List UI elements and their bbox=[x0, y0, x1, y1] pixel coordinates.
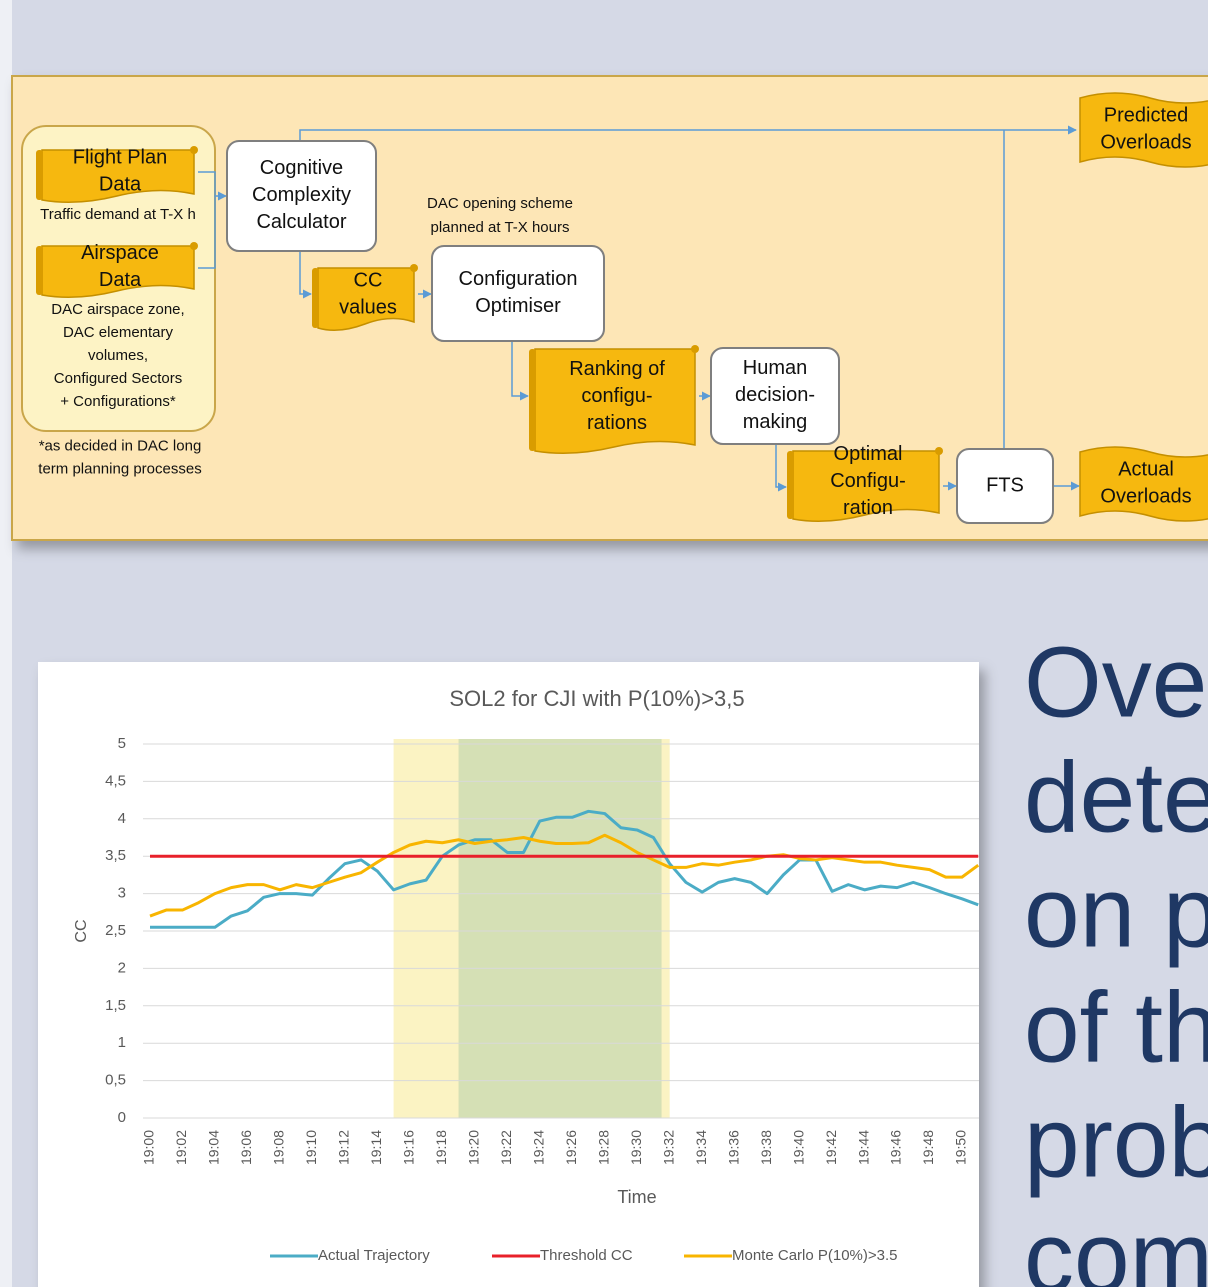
y-tick-label: 4,5 bbox=[105, 772, 126, 789]
legend-label: Monte Carlo P(10%)>3.5 bbox=[732, 1247, 898, 1264]
chart-title: SOL2 for CJI with P(10%)>3,5 bbox=[449, 686, 744, 711]
legend-label: Actual Trajectory bbox=[318, 1247, 430, 1264]
process-box bbox=[226, 140, 377, 252]
series-line bbox=[150, 809, 979, 929]
series-line bbox=[149, 833, 980, 918]
y-tick-label: 4 bbox=[118, 810, 126, 827]
x-tick-label: 19:36 bbox=[725, 1130, 741, 1165]
x-tick-label: 19:26 bbox=[563, 1130, 579, 1165]
x-tick-label: 19:34 bbox=[693, 1130, 709, 1165]
note: Traffic demand at T-X h bbox=[40, 206, 196, 223]
scroll-curl bbox=[190, 242, 198, 250]
diagram: Flight Plan Data Airspace Data Cognitive Comp… bbox=[36, 92, 1208, 524]
scroll-curl bbox=[410, 264, 418, 272]
x-tick-label: 19:04 bbox=[206, 1130, 222, 1165]
node-label: Predicted Overloads bbox=[1100, 105, 1191, 154]
scroll-curl bbox=[935, 447, 943, 455]
x-tick-label: 19:42 bbox=[823, 1130, 839, 1165]
node-label: Configuration Optimiser bbox=[459, 268, 578, 317]
x-tick-label: 19:40 bbox=[790, 1130, 806, 1165]
document-shape bbox=[41, 245, 195, 298]
x-tick-label: 19:12 bbox=[336, 1130, 352, 1165]
y-tick-label: 3 bbox=[118, 885, 126, 902]
document-shape bbox=[534, 348, 696, 454]
note: DAC airspace zone, DAC elementary volumes,… bbox=[51, 301, 184, 410]
y-tick-label: 1,5 bbox=[105, 997, 126, 1014]
x-tick-label: 19:28 bbox=[595, 1130, 611, 1165]
x-tick-label: 19:02 bbox=[173, 1130, 189, 1165]
x-tick-label: 19:16 bbox=[401, 1130, 417, 1165]
y-tick-label: 2,5 bbox=[105, 922, 126, 939]
process-box bbox=[431, 245, 605, 342]
x-tick-label: 19:50 bbox=[953, 1130, 969, 1165]
document-shape bbox=[317, 267, 415, 331]
y-tick-label: 5 bbox=[118, 735, 126, 752]
scroll-edge bbox=[529, 349, 536, 451]
process-box bbox=[956, 448, 1054, 524]
legend-label: Threshold CC bbox=[540, 1247, 633, 1264]
node-label: Ranking of configu-rations bbox=[569, 358, 665, 434]
x-tick-label: 19:22 bbox=[498, 1130, 514, 1165]
tape-shape bbox=[1079, 446, 1208, 522]
scroll-edge bbox=[36, 246, 43, 295]
x-tick-label: 19:24 bbox=[530, 1130, 546, 1165]
document-shape bbox=[41, 149, 195, 203]
side-text-line: Ove bbox=[1024, 626, 1207, 738]
highlight-band bbox=[458, 739, 662, 1118]
connectors bbox=[198, 125, 1080, 492]
side-text-line: of th bbox=[1024, 971, 1208, 1083]
node-label: Actual Overloads bbox=[1100, 459, 1191, 508]
x-tick-label: 19:18 bbox=[433, 1130, 449, 1165]
x-tick-label: 19:46 bbox=[888, 1130, 904, 1165]
x-tick-label: 19:44 bbox=[855, 1130, 871, 1165]
y-tick-label: 2 bbox=[118, 959, 126, 976]
y-tick-label: 0 bbox=[118, 1109, 126, 1126]
node-label: Flight Plan Data bbox=[73, 147, 168, 196]
x-tick-label: 19:20 bbox=[466, 1130, 482, 1165]
node-label: Optimal Configu-ration bbox=[830, 443, 906, 519]
y-tick-label: 1 bbox=[118, 1034, 126, 1051]
y-tick-label: 0,5 bbox=[105, 1072, 126, 1089]
note: *as decided in DAC long term planning pro… bbox=[38, 437, 201, 477]
node-label: Airspace Data bbox=[81, 242, 159, 291]
x-tick-label: 19:10 bbox=[303, 1130, 319, 1165]
scroll-edge bbox=[312, 268, 319, 328]
scroll-edge bbox=[36, 150, 43, 200]
node-label: Human decision-making bbox=[735, 357, 815, 433]
side-text-line: com bbox=[1024, 1201, 1208, 1287]
side-text-line: dete bbox=[1024, 741, 1208, 853]
document-shape bbox=[792, 450, 940, 522]
left-strip bbox=[0, 0, 12, 1287]
x-tick-label: 19:06 bbox=[238, 1130, 254, 1165]
scroll-curl bbox=[691, 345, 699, 353]
y-tick-label: 3,5 bbox=[105, 847, 126, 864]
y-axis-label: CC bbox=[73, 919, 90, 942]
node-label: FTS bbox=[986, 474, 1024, 496]
process-box bbox=[710, 347, 840, 445]
x-tick-label: 19:30 bbox=[628, 1130, 644, 1165]
x-tick-label: 19:48 bbox=[920, 1130, 936, 1165]
x-axis-label: Time bbox=[617, 1187, 656, 1207]
side-text-line: prob bbox=[1024, 1086, 1208, 1198]
scroll-curl bbox=[190, 146, 198, 154]
note: DAC opening scheme planned at T-X hours bbox=[427, 195, 573, 236]
x-tick-label: 19:00 bbox=[141, 1130, 157, 1165]
scroll-edge bbox=[787, 451, 794, 519]
side-text-line: on p bbox=[1024, 856, 1208, 968]
x-tick-label: 19:38 bbox=[758, 1130, 774, 1165]
chart: 0 0,5 1 1,5 2 2,5 3 3,5 4 4,5 5 19:00 19:02 19:04 19:0… bbox=[73, 686, 980, 1264]
x-tick-label: 19:14 bbox=[368, 1130, 384, 1165]
node-label: Cognitive Complexity Calculator bbox=[252, 157, 351, 233]
x-tick-label: 19:32 bbox=[660, 1130, 676, 1165]
x-tick-label: 19:08 bbox=[271, 1130, 287, 1165]
node-label: CC values bbox=[339, 270, 397, 319]
tape-shape bbox=[1079, 92, 1208, 168]
